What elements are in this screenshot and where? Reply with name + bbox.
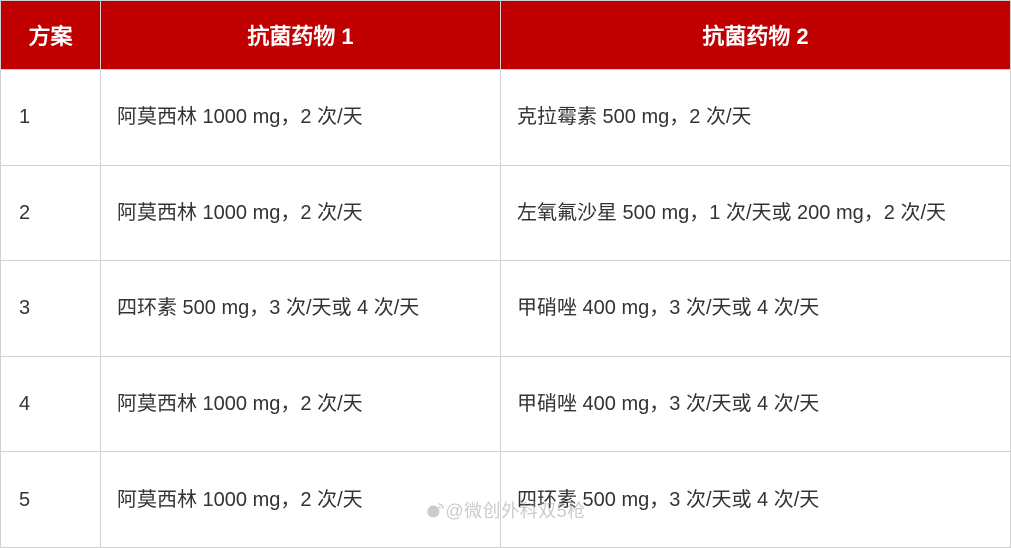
cell-plan: 4 [1, 356, 101, 452]
cell-drug1: 四环素 500 mg，3 次/天或 4 次/天 [101, 261, 501, 357]
cell-drug2: 克拉霉素 500 mg，2 次/天 [501, 70, 1011, 166]
table-row: 4 阿莫西林 1000 mg，2 次/天 甲硝唑 400 mg，3 次/天或 4… [1, 356, 1011, 452]
col-header-drug1: 抗菌药物 1 [101, 1, 501, 70]
cell-drug1: 阿莫西林 1000 mg，2 次/天 [101, 70, 501, 166]
drug-table: 方案 抗菌药物 1 抗菌药物 2 1 阿莫西林 1000 mg，2 次/天 克拉… [0, 0, 1011, 548]
col-header-drug2: 抗菌药物 2 [501, 1, 1011, 70]
cell-drug2: 左氧氟沙星 500 mg，1 次/天或 200 mg，2 次/天 [501, 165, 1011, 261]
table-row: 3 四环素 500 mg，3 次/天或 4 次/天 甲硝唑 400 mg，3 次… [1, 261, 1011, 357]
cell-drug1: 阿莫西林 1000 mg，2 次/天 [101, 356, 501, 452]
cell-drug2: 甲硝唑 400 mg，3 次/天或 4 次/天 [501, 356, 1011, 452]
cell-plan: 2 [1, 165, 101, 261]
cell-drug1: 阿莫西林 1000 mg，2 次/天 [101, 165, 501, 261]
col-header-plan: 方案 [1, 1, 101, 70]
table-row: 2 阿莫西林 1000 mg，2 次/天 左氧氟沙星 500 mg，1 次/天或… [1, 165, 1011, 261]
table-row: 5 阿莫西林 1000 mg，2 次/天 四环素 500 mg，3 次/天或 4… [1, 452, 1011, 548]
table-header-row: 方案 抗菌药物 1 抗菌药物 2 [1, 1, 1011, 70]
cell-drug2: 甲硝唑 400 mg，3 次/天或 4 次/天 [501, 261, 1011, 357]
cell-plan: 5 [1, 452, 101, 548]
table-row: 1 阿莫西林 1000 mg，2 次/天 克拉霉素 500 mg，2 次/天 [1, 70, 1011, 166]
cell-drug2: 四环素 500 mg，3 次/天或 4 次/天 [501, 452, 1011, 548]
cell-drug1: 阿莫西林 1000 mg，2 次/天 [101, 452, 501, 548]
cell-plan: 1 [1, 70, 101, 166]
cell-plan: 3 [1, 261, 101, 357]
